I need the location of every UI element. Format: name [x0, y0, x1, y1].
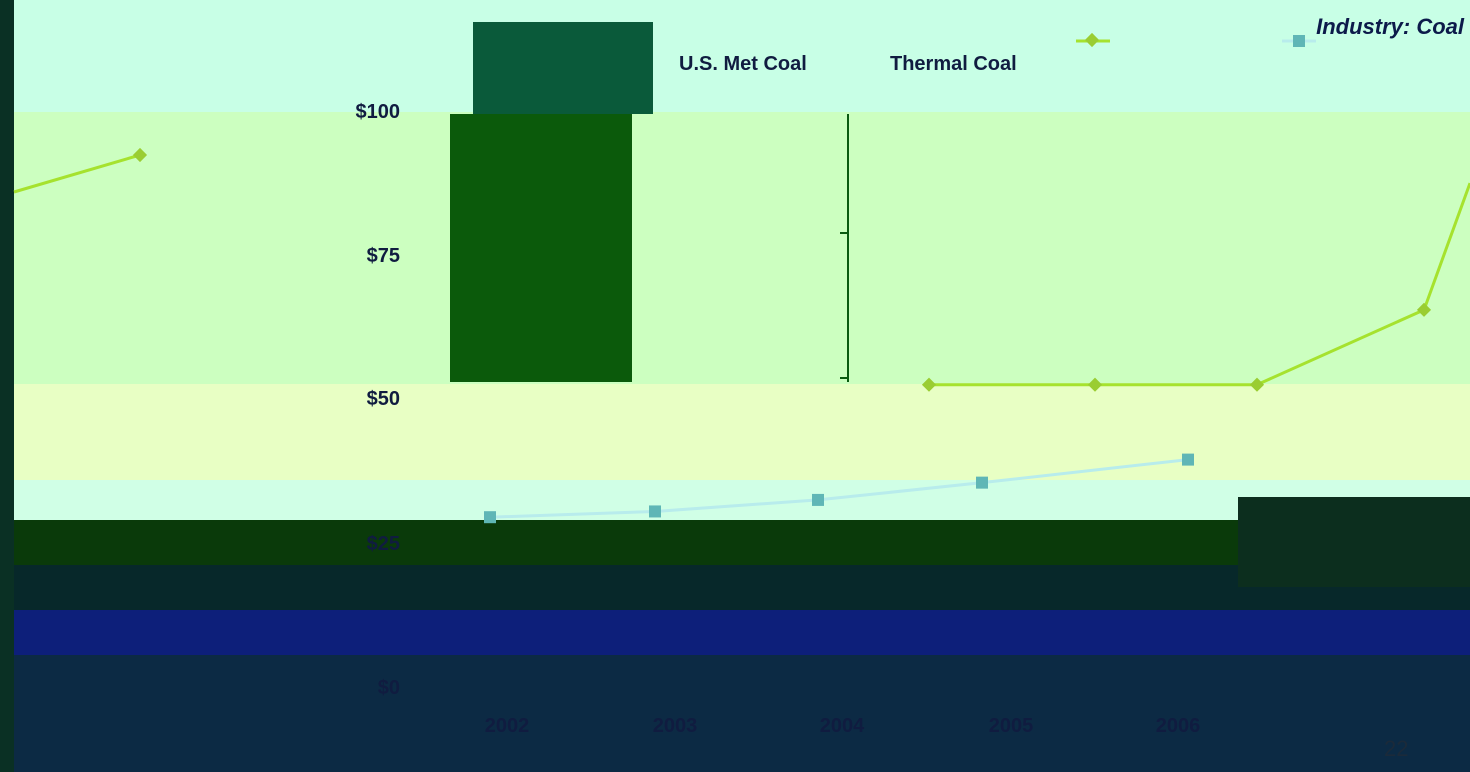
thermal-coal-point — [812, 493, 824, 506]
met-coal-line-fragment — [13, 153, 141, 194]
met-coal-point — [921, 377, 937, 392]
met-coal-point — [1249, 377, 1265, 392]
background-band-middle — [0, 384, 1470, 480]
y-tick-label: $25 — [367, 533, 400, 555]
background-band-top — [0, 0, 1470, 112]
thermal-coal-point — [649, 505, 661, 518]
met-coal-point — [1087, 377, 1103, 392]
y-tick-label: $75 — [367, 245, 400, 267]
page-number: 22 — [1384, 736, 1409, 761]
thermal-coal-point — [484, 511, 496, 524]
legend-marker-met-coal — [1084, 32, 1100, 48]
y-tick-label: $50 — [367, 388, 400, 410]
background-band-upper — [0, 112, 1470, 384]
y-tick-label: $100 — [356, 101, 401, 123]
x-tick-label: 2006 — [1156, 715, 1201, 737]
background-band-dark-teal — [0, 565, 1470, 610]
thermal-coal-line — [489, 458, 1189, 519]
met-coal-marker-fragment — [132, 147, 148, 163]
x-tick-label: 2004 — [820, 715, 865, 737]
legend-marker-thermal-coal — [1293, 35, 1305, 47]
background-band-navy — [0, 610, 1470, 655]
x-tick-label: 2003 — [653, 715, 698, 737]
x-tick-label: 2005 — [989, 715, 1034, 737]
legend-label-met-coal: U.S. Met Coal — [679, 53, 807, 75]
met-coal-point — [1416, 302, 1432, 317]
thermal-coal-point — [976, 476, 988, 489]
slide-title: Industry: Coal — [1316, 14, 1464, 39]
thermal-coal-point — [1182, 453, 1194, 466]
decorative-block-teal — [473, 22, 653, 114]
decorative-block-dark-green — [450, 114, 632, 382]
decorative-block-lower-right — [1238, 497, 1470, 587]
background-band-lower — [0, 480, 1470, 520]
background-band-dark-green — [0, 520, 1470, 565]
legend-label-thermal-coal: Thermal Coal — [890, 53, 1017, 75]
background-band-deep-navy — [0, 655, 1470, 772]
met-coal-line — [929, 182, 1470, 387]
x-tick-label: 2002 — [485, 715, 530, 737]
left-edge-strip — [0, 0, 14, 772]
y-tick-label: $0 — [378, 677, 400, 699]
